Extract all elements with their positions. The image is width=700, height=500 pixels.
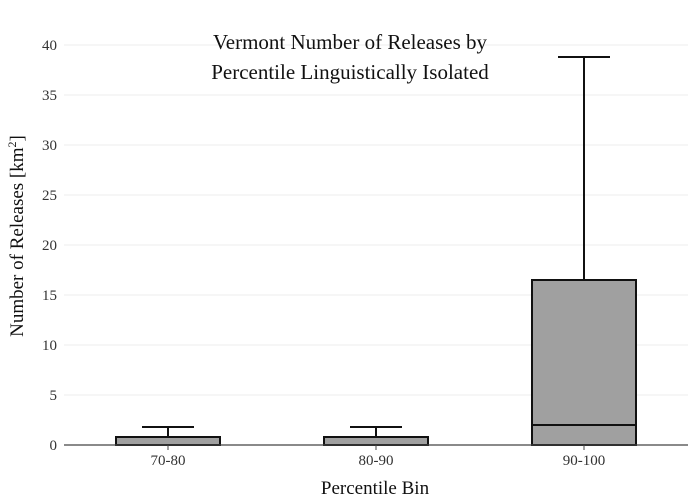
x-tick-label: 80-90 [359, 453, 394, 469]
chart-title-line-2: Percentile Linguistically Isolated [211, 60, 489, 84]
y-tick-label: 30 [42, 138, 57, 154]
x-axis-title: Percentile Bin [321, 478, 430, 499]
box-70-80 [115, 426, 221, 446]
y-axis-title-end: ] [7, 135, 28, 141]
y-axis-title: Number of Releases [km2] [5, 135, 28, 337]
box-90-100 [531, 56, 637, 446]
iqr-box [323, 436, 429, 446]
y-tick-label: 40 [42, 38, 57, 54]
x-tick-label: 90-100 [563, 453, 606, 469]
y-tick-label: 10 [42, 338, 57, 354]
y-tick-label: 5 [50, 388, 58, 404]
x-axis-ticks: 70-80 80-90 90-100 [151, 445, 606, 469]
chart-title-line-1: Vermont Number of Releases by [212, 30, 488, 54]
y-tick-label: 15 [42, 288, 57, 304]
y-tick-label: 20 [42, 238, 57, 254]
boxes-layer [115, 56, 637, 446]
y-axis-title-sup: 2 [5, 141, 19, 147]
y-axis-title-main: Number of Releases [km [7, 147, 28, 337]
y-tick-label: 35 [42, 88, 57, 104]
box-80-90 [323, 426, 429, 446]
y-tick-label: 0 [50, 438, 58, 454]
x-tick-label: 70-80 [151, 453, 186, 469]
y-axis-ticks: 0 5 10 15 20 25 30 35 40 [42, 38, 57, 454]
grid-lines [64, 44, 688, 396]
y-tick-label: 25 [42, 188, 57, 204]
iqr-box [115, 436, 221, 446]
iqr-box [531, 279, 637, 446]
